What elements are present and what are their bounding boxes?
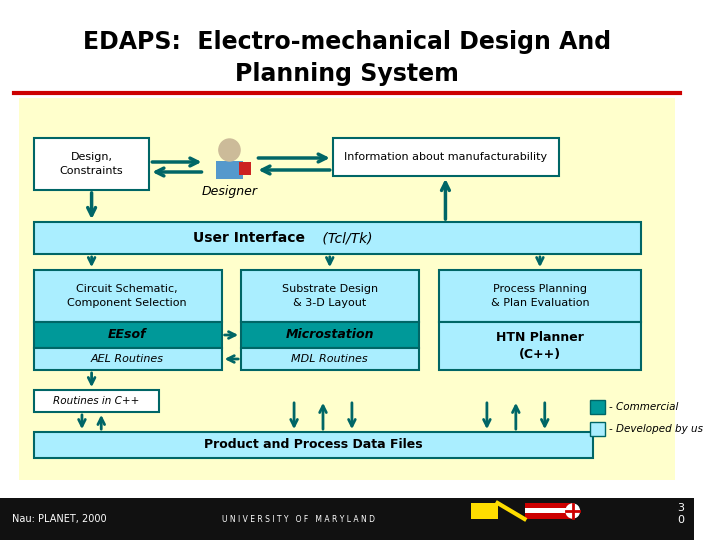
- Text: User Interface: User Interface: [193, 231, 305, 245]
- FancyBboxPatch shape: [239, 162, 251, 175]
- FancyBboxPatch shape: [34, 348, 222, 370]
- FancyBboxPatch shape: [34, 138, 150, 190]
- FancyBboxPatch shape: [34, 432, 593, 458]
- Text: Designer: Designer: [202, 186, 258, 199]
- FancyBboxPatch shape: [34, 322, 222, 348]
- FancyBboxPatch shape: [0, 498, 694, 540]
- FancyBboxPatch shape: [438, 322, 642, 370]
- Text: EEsof: EEsof: [108, 328, 147, 341]
- Circle shape: [219, 139, 240, 161]
- Text: Routines in C++: Routines in C++: [53, 396, 140, 406]
- Circle shape: [566, 504, 580, 518]
- Text: Substrate Design
& 3-D Layout: Substrate Design & 3-D Layout: [282, 285, 378, 308]
- FancyBboxPatch shape: [19, 98, 675, 480]
- FancyBboxPatch shape: [438, 270, 642, 322]
- FancyBboxPatch shape: [241, 322, 420, 348]
- Text: Circuit Schematic,
Component Selection: Circuit Schematic, Component Selection: [68, 285, 187, 308]
- Text: EDAPS:  Electro-mechanical Design And: EDAPS: Electro-mechanical Design And: [83, 30, 611, 54]
- Text: - Developed by us: - Developed by us: [609, 424, 703, 434]
- FancyBboxPatch shape: [590, 422, 606, 436]
- Text: Planning System: Planning System: [235, 62, 459, 86]
- FancyBboxPatch shape: [34, 270, 222, 322]
- Text: Information about manufacturability: Information about manufacturability: [344, 152, 547, 162]
- Text: AEL Routines: AEL Routines: [91, 354, 163, 364]
- Text: Design,
Constraints: Design, Constraints: [60, 152, 123, 176]
- Text: 3
0: 3 0: [678, 503, 685, 525]
- FancyBboxPatch shape: [590, 400, 606, 414]
- Text: U N I V E R S I T Y   O F   M A R Y L A N D: U N I V E R S I T Y O F M A R Y L A N D: [222, 515, 375, 523]
- Text: HTN Planner
(C++): HTN Planner (C++): [496, 331, 584, 361]
- FancyBboxPatch shape: [241, 348, 420, 370]
- Text: (Tcl/Tk): (Tcl/Tk): [318, 231, 372, 245]
- FancyBboxPatch shape: [470, 503, 498, 519]
- Text: Nau: PLANET, 2000: Nau: PLANET, 2000: [12, 514, 106, 524]
- FancyBboxPatch shape: [524, 503, 572, 519]
- Text: MDL Routines: MDL Routines: [292, 354, 368, 364]
- Text: Process Planning
& Plan Evaluation: Process Planning & Plan Evaluation: [490, 285, 589, 308]
- Text: - Commercial: - Commercial: [609, 402, 679, 412]
- FancyBboxPatch shape: [333, 138, 559, 176]
- FancyBboxPatch shape: [34, 390, 159, 412]
- FancyBboxPatch shape: [498, 503, 524, 519]
- FancyBboxPatch shape: [216, 161, 243, 179]
- FancyBboxPatch shape: [524, 508, 572, 513]
- Text: Microstation: Microstation: [286, 328, 374, 341]
- FancyBboxPatch shape: [34, 222, 642, 254]
- FancyBboxPatch shape: [241, 270, 420, 322]
- Text: Product and Process Data Files: Product and Process Data Files: [204, 438, 423, 451]
